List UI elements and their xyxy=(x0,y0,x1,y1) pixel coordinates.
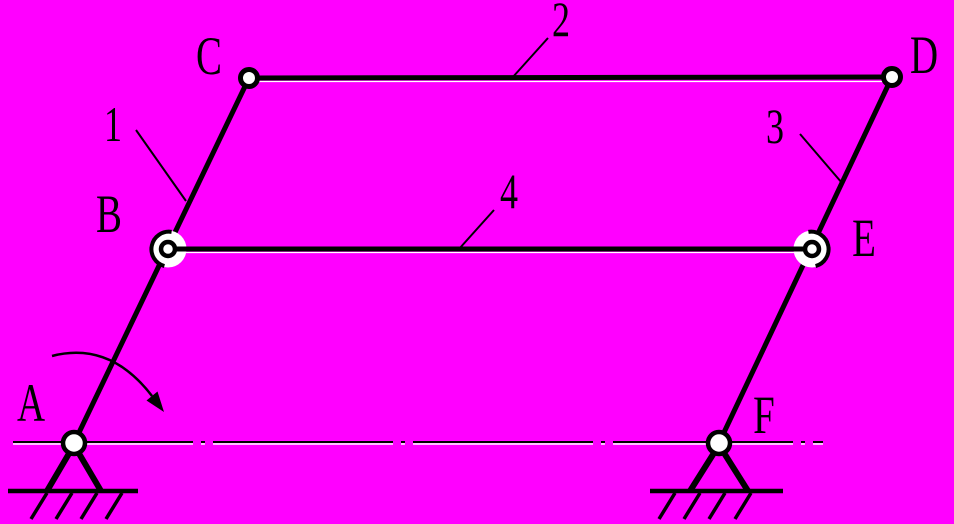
joint-e-collar-arc xyxy=(808,229,831,269)
label-joint-a: A xyxy=(16,372,46,433)
label-joint-f: F xyxy=(753,384,775,445)
support-a-hatch-icon xyxy=(29,492,124,520)
link-2-coupler xyxy=(248,74,893,81)
label-joint-e: E xyxy=(852,207,876,268)
rotation-arrow-head xyxy=(146,391,164,412)
rotation-arrow-icon xyxy=(51,351,164,412)
joint-b-collar-arc xyxy=(149,229,172,269)
leader-link-3 xyxy=(799,133,843,184)
pin-joint-c xyxy=(238,67,260,89)
ground-support-a xyxy=(8,429,138,520)
label-link-1: 1 xyxy=(104,96,122,152)
label-link-4: 4 xyxy=(500,163,518,219)
pin-joint-d xyxy=(881,66,903,88)
label-joint-c: C xyxy=(196,25,222,86)
leader-link-4 xyxy=(458,209,495,250)
leader-link-2 xyxy=(511,37,549,79)
label-joint-b: B xyxy=(96,183,122,244)
support-f-hatch-icon xyxy=(657,492,753,520)
label-link-3: 3 xyxy=(766,98,784,154)
ground-support-f xyxy=(650,429,783,520)
pin-joint-a xyxy=(60,429,88,457)
pin-joint-b xyxy=(158,239,178,259)
pin-joint-e xyxy=(802,239,822,259)
pin-joint-f xyxy=(705,429,733,457)
label-joint-d: D xyxy=(909,24,939,85)
leader-link-1 xyxy=(135,129,187,202)
label-link-2: 2 xyxy=(552,0,570,47)
rotation-arrow-arc xyxy=(51,351,153,397)
